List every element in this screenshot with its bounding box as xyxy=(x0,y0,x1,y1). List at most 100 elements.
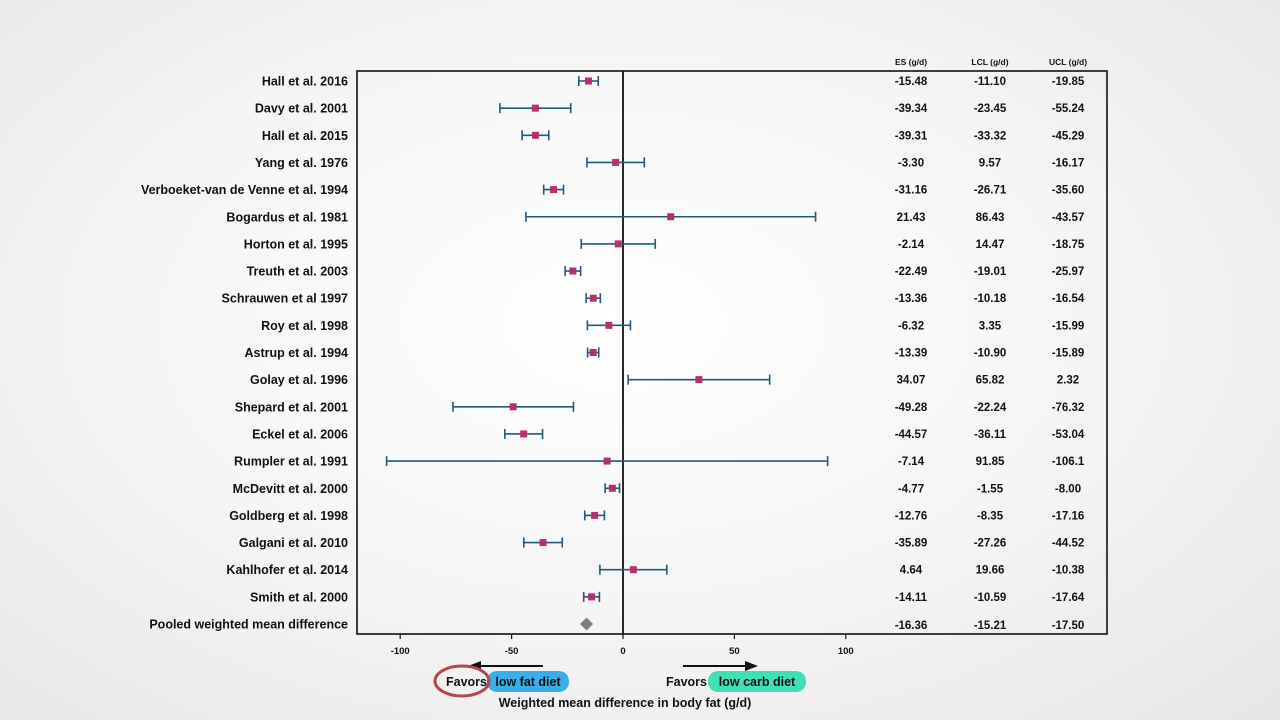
x-tick-label: -100 xyxy=(391,646,410,657)
study-row: Kahlhofer et al. 2014 4.64 19.66 -10.38 xyxy=(226,563,1084,577)
effect-marker xyxy=(531,131,539,139)
pooled-label: Pooled weighted mean difference xyxy=(149,618,348,632)
lcl-value: 19.66 xyxy=(976,565,1005,577)
es-value: -22.49 xyxy=(895,266,928,278)
lcl-value: -27.26 xyxy=(974,538,1007,550)
lcl-value: 65.82 xyxy=(976,375,1005,387)
study-label: Shepard et al. 2001 xyxy=(235,400,348,414)
effect-marker xyxy=(539,539,547,547)
effect-marker xyxy=(585,77,593,85)
x-tick-label: 50 xyxy=(729,646,740,657)
study-label: Davy et al. 2001 xyxy=(255,102,348,116)
lcl-value: -26.71 xyxy=(974,185,1007,197)
es-value: -12.76 xyxy=(895,510,928,522)
study-row: Horton et al. 1995 -2.14 14.47 -18.75 xyxy=(244,237,1085,251)
effect-marker xyxy=(520,430,528,438)
study-row: Rumpler et al. 1991 -7.14 91.85 -106.1 xyxy=(234,455,1085,469)
lcl-value: -10.59 xyxy=(974,592,1007,604)
es-value: 4.64 xyxy=(900,565,923,577)
column-header-lcl: LCL (g/d) xyxy=(971,57,1008,67)
es-value: -13.39 xyxy=(895,348,928,360)
lcl-value: -19.01 xyxy=(974,266,1007,278)
study-label: Eckel et al. 2006 xyxy=(252,427,348,441)
study-label: Schrauwen et al 1997 xyxy=(222,292,349,306)
favors-label-right: Favors xyxy=(666,675,707,689)
lcl-value: 9.57 xyxy=(979,157,1001,169)
study-label: Kahlhofer et al. 2014 xyxy=(226,563,348,577)
plot-frame xyxy=(356,70,1108,635)
es-value: -4.77 xyxy=(898,483,924,495)
x-axis-title: Weighted mean difference in body fat (g/… xyxy=(499,696,752,710)
study-label: Golay et al. 1996 xyxy=(250,373,348,387)
lcl-value: -10.90 xyxy=(974,348,1007,360)
es-value: -3.30 xyxy=(898,157,924,169)
effect-marker xyxy=(509,403,517,411)
effect-marker xyxy=(569,267,577,275)
study-row: Schrauwen et al 1997 -13.36 -10.18 -16.54 xyxy=(222,292,1085,306)
pooled-row: Pooled weighted mean difference -16.36 -15… xyxy=(149,617,1085,632)
low-carb-highlight xyxy=(708,671,806,692)
ucl-value: -19.85 xyxy=(1052,76,1085,88)
ucl-value: -76.32 xyxy=(1052,402,1085,414)
ucl-value: -106.1 xyxy=(1052,456,1085,468)
study-label: Roy et al. 1998 xyxy=(261,319,348,333)
ucl-value: -16.54 xyxy=(1052,293,1085,305)
favors-circle-highlight xyxy=(433,664,491,698)
effect-marker xyxy=(608,484,616,492)
lcl-value: -1.55 xyxy=(977,483,1004,495)
study-row: Goldberg et al. 1998 -12.76 -8.35 -17.16 xyxy=(229,509,1084,523)
study-label: McDevitt et al. 2000 xyxy=(233,482,348,496)
ucl-value: -18.75 xyxy=(1052,239,1085,251)
study-label: Galgani et al. 2010 xyxy=(239,536,348,550)
study-label: Goldberg et al. 1998 xyxy=(229,509,348,523)
x-axis: -100 -50 0 50 100 xyxy=(391,634,854,657)
ucl-value: -35.60 xyxy=(1052,185,1085,197)
lcl-value: 91.85 xyxy=(976,456,1005,468)
study-row: Astrup et al. 1994 -13.39 -10.90 -15.89 xyxy=(244,346,1084,360)
study-label: Verboeket-van de Venne et al. 1994 xyxy=(141,183,348,197)
ucl-value: -55.24 xyxy=(1052,103,1085,115)
study-label: Yang et al. 1976 xyxy=(255,156,348,170)
pooled-lcl-value: -15.21 xyxy=(974,620,1007,632)
study-row: Hall et al. 2016 -15.48 -11.10 -19.85 xyxy=(262,75,1085,89)
es-value: 21.43 xyxy=(897,212,926,224)
ucl-value: -25.97 xyxy=(1052,266,1085,278)
pooled-ucl-value: -17.50 xyxy=(1052,620,1085,632)
lcl-value: -23.45 xyxy=(974,103,1007,115)
x-tick-label: 0 xyxy=(620,646,625,657)
study-label: Horton et al. 1995 xyxy=(244,237,348,251)
lcl-value: -10.18 xyxy=(974,293,1007,305)
lcl-value: 3.35 xyxy=(979,320,1002,332)
effect-marker xyxy=(695,376,703,384)
lcl-value: 14.47 xyxy=(976,239,1005,251)
ucl-value: -53.04 xyxy=(1052,429,1085,441)
low-fat-label: low fat diet xyxy=(495,675,561,689)
es-value: -13.36 xyxy=(895,293,928,305)
es-value: -39.34 xyxy=(895,103,928,115)
x-tick-label: -50 xyxy=(505,646,519,657)
column-header-es: ES (g/d) xyxy=(895,57,927,67)
study-row: Smith et al. 2000 -14.11 -10.59 -17.64 xyxy=(250,590,1085,604)
effect-marker xyxy=(588,593,596,601)
es-value: -35.89 xyxy=(895,538,928,550)
study-row: Shepard et al. 2001 -49.28 -22.24 -76.32 xyxy=(235,400,1085,414)
effect-marker xyxy=(589,294,597,302)
es-value: -31.16 xyxy=(895,185,928,197)
es-value: -44.57 xyxy=(895,429,928,441)
effect-marker xyxy=(550,186,558,194)
study-label: Smith et al. 2000 xyxy=(250,590,348,604)
effect-marker xyxy=(591,511,599,519)
es-value: -14.11 xyxy=(895,592,928,604)
study-row: Hall et al. 2015 -39.31 -33.32 -45.29 xyxy=(262,129,1084,143)
es-value: -7.14 xyxy=(898,456,925,468)
study-label: Hall et al. 2016 xyxy=(262,75,348,89)
favors-low-fat-annotation: Favors low fat diet xyxy=(433,661,569,698)
ucl-value: -8.00 xyxy=(1055,483,1081,495)
es-value: -49.28 xyxy=(895,402,928,414)
ucl-value: -44.52 xyxy=(1052,538,1085,550)
effect-marker xyxy=(531,104,539,112)
ucl-value: -45.29 xyxy=(1052,130,1085,142)
lcl-value: 86.43 xyxy=(976,212,1005,224)
es-value: -2.14 xyxy=(898,239,925,251)
